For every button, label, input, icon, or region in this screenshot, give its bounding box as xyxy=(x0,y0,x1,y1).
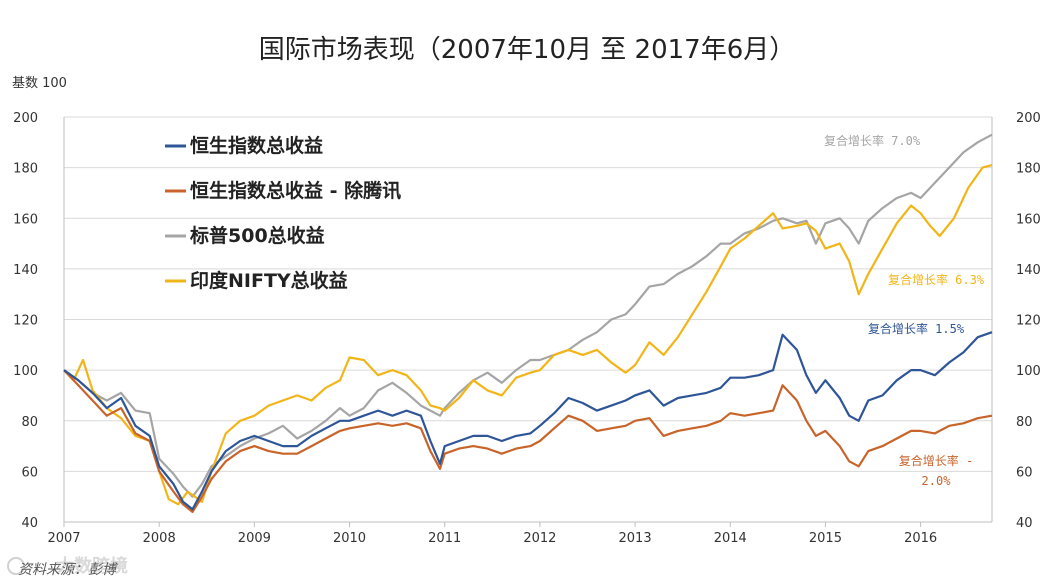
x-tick-label: 2010 xyxy=(333,531,366,546)
y-tick-label: 200 xyxy=(13,111,38,126)
grid xyxy=(63,116,993,523)
y-tick-label: 100 xyxy=(13,364,38,379)
y-tick-label: 140 xyxy=(13,263,38,278)
y-tick-label: 40 xyxy=(21,516,38,531)
y-tick-labels-left: 40 60 80 100 120 140 160 180 200 xyxy=(13,111,38,531)
legend-label: 印度NIFTY总收益 xyxy=(190,269,348,292)
footer-logo: 大数跨境 xyxy=(7,555,128,577)
x-tick-labels: 2007 2008 2009 2010 2011 2012 2013 2014 2015 2016 xyxy=(47,522,937,546)
x-tick-label: 2013 xyxy=(619,531,652,546)
y-tick-label-right: 80 xyxy=(1016,415,1033,430)
series-line-2 xyxy=(63,133,993,498)
legend-label: 恒生指数总收益 xyxy=(190,134,323,157)
x-tick-label: 2016 xyxy=(904,531,937,546)
legend-label: 恒生指数总收益 - 除腾讯 xyxy=(190,179,401,202)
y-tick-label-right: 100 xyxy=(1016,364,1041,379)
series-line-3 xyxy=(63,164,993,506)
y-tick-label-right: 160 xyxy=(1016,212,1041,227)
y-tick-label: 60 xyxy=(21,465,38,480)
growth-annotation: 复合增长率 1.5% xyxy=(868,321,965,336)
x-tick-label: 2009 xyxy=(238,531,271,546)
x-tick-label: 2008 xyxy=(143,531,176,546)
growth-annotation: 复合增长率 - xyxy=(899,453,973,468)
watermark-text: 大数跨境 xyxy=(56,555,128,577)
annotations: 复合增长率 7.0% 复合增长率 6.3% 复合增长率 1.5% 复合增长率 - 2.0… xyxy=(824,133,985,488)
growth-annotation: 复合增长率 6.3% xyxy=(888,272,985,287)
y-tick-label-right: 180 xyxy=(1016,162,1041,177)
growth-annotation-line2: 2.0% xyxy=(922,474,952,488)
y-tick-labels-right: 40 60 80 100 120 140 160 180 200 xyxy=(1016,111,1041,531)
x-tick-label: 2007 xyxy=(47,531,80,546)
series-line-0 xyxy=(63,331,993,511)
logo-circle-icon xyxy=(7,557,25,575)
x-tick-label: 2011 xyxy=(428,531,461,546)
y-tick-label: 180 xyxy=(13,162,38,177)
series-lines xyxy=(63,133,993,513)
y-tick-label-right: 40 xyxy=(1016,516,1033,531)
growth-annotation: 复合增长率 7.0% xyxy=(824,133,921,148)
y-tick-label-right: 200 xyxy=(1016,111,1041,126)
y-tick-label-right: 60 xyxy=(1016,465,1033,480)
y-tick-label: 80 xyxy=(21,415,38,430)
x-tick-label: 2014 xyxy=(714,531,747,546)
y-tick-label-right: 140 xyxy=(1016,263,1041,278)
source-text: 资料来源：彭博 xyxy=(18,562,118,578)
chart-title: 国际市场表现（2007年10月 至 2017年6月） xyxy=(259,35,796,65)
y-tick-label-right: 120 xyxy=(1016,314,1041,329)
legend-label: 标普500总收益 xyxy=(190,224,325,247)
y-tick-label: 160 xyxy=(13,212,38,227)
series-line-1 xyxy=(63,369,993,513)
x-tick-label: 2015 xyxy=(809,531,842,546)
y-axis-label: 基数 100 xyxy=(12,76,67,91)
x-tick-label: 2012 xyxy=(523,531,556,546)
y-tick-label: 120 xyxy=(13,314,38,329)
